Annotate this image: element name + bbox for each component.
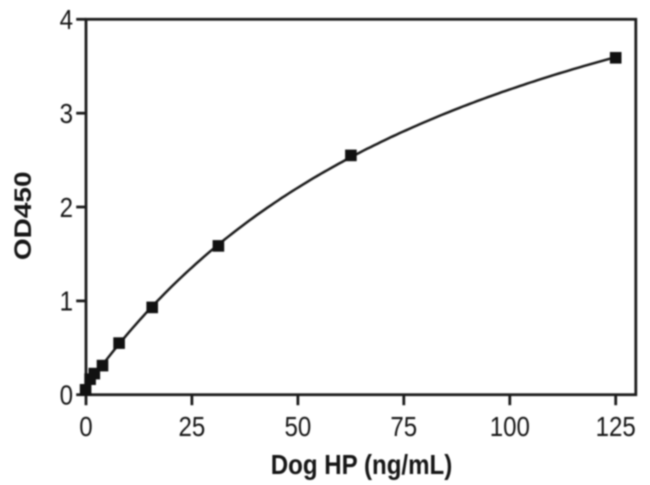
svg-text:50: 50 <box>285 410 312 442</box>
svg-text:Dog HP (ng/mL): Dog HP (ng/mL) <box>271 448 452 480</box>
svg-text:OD450: OD450 <box>9 171 37 260</box>
svg-text:2: 2 <box>60 191 73 223</box>
svg-text:0: 0 <box>79 410 92 442</box>
svg-text:1: 1 <box>60 285 73 317</box>
svg-text:4: 4 <box>60 3 73 35</box>
svg-text:100: 100 <box>490 410 530 442</box>
svg-text:125: 125 <box>596 410 636 442</box>
svg-text:25: 25 <box>179 410 206 442</box>
svg-text:75: 75 <box>390 410 417 442</box>
svg-text:3: 3 <box>60 97 73 129</box>
svg-text:0: 0 <box>60 379 73 411</box>
